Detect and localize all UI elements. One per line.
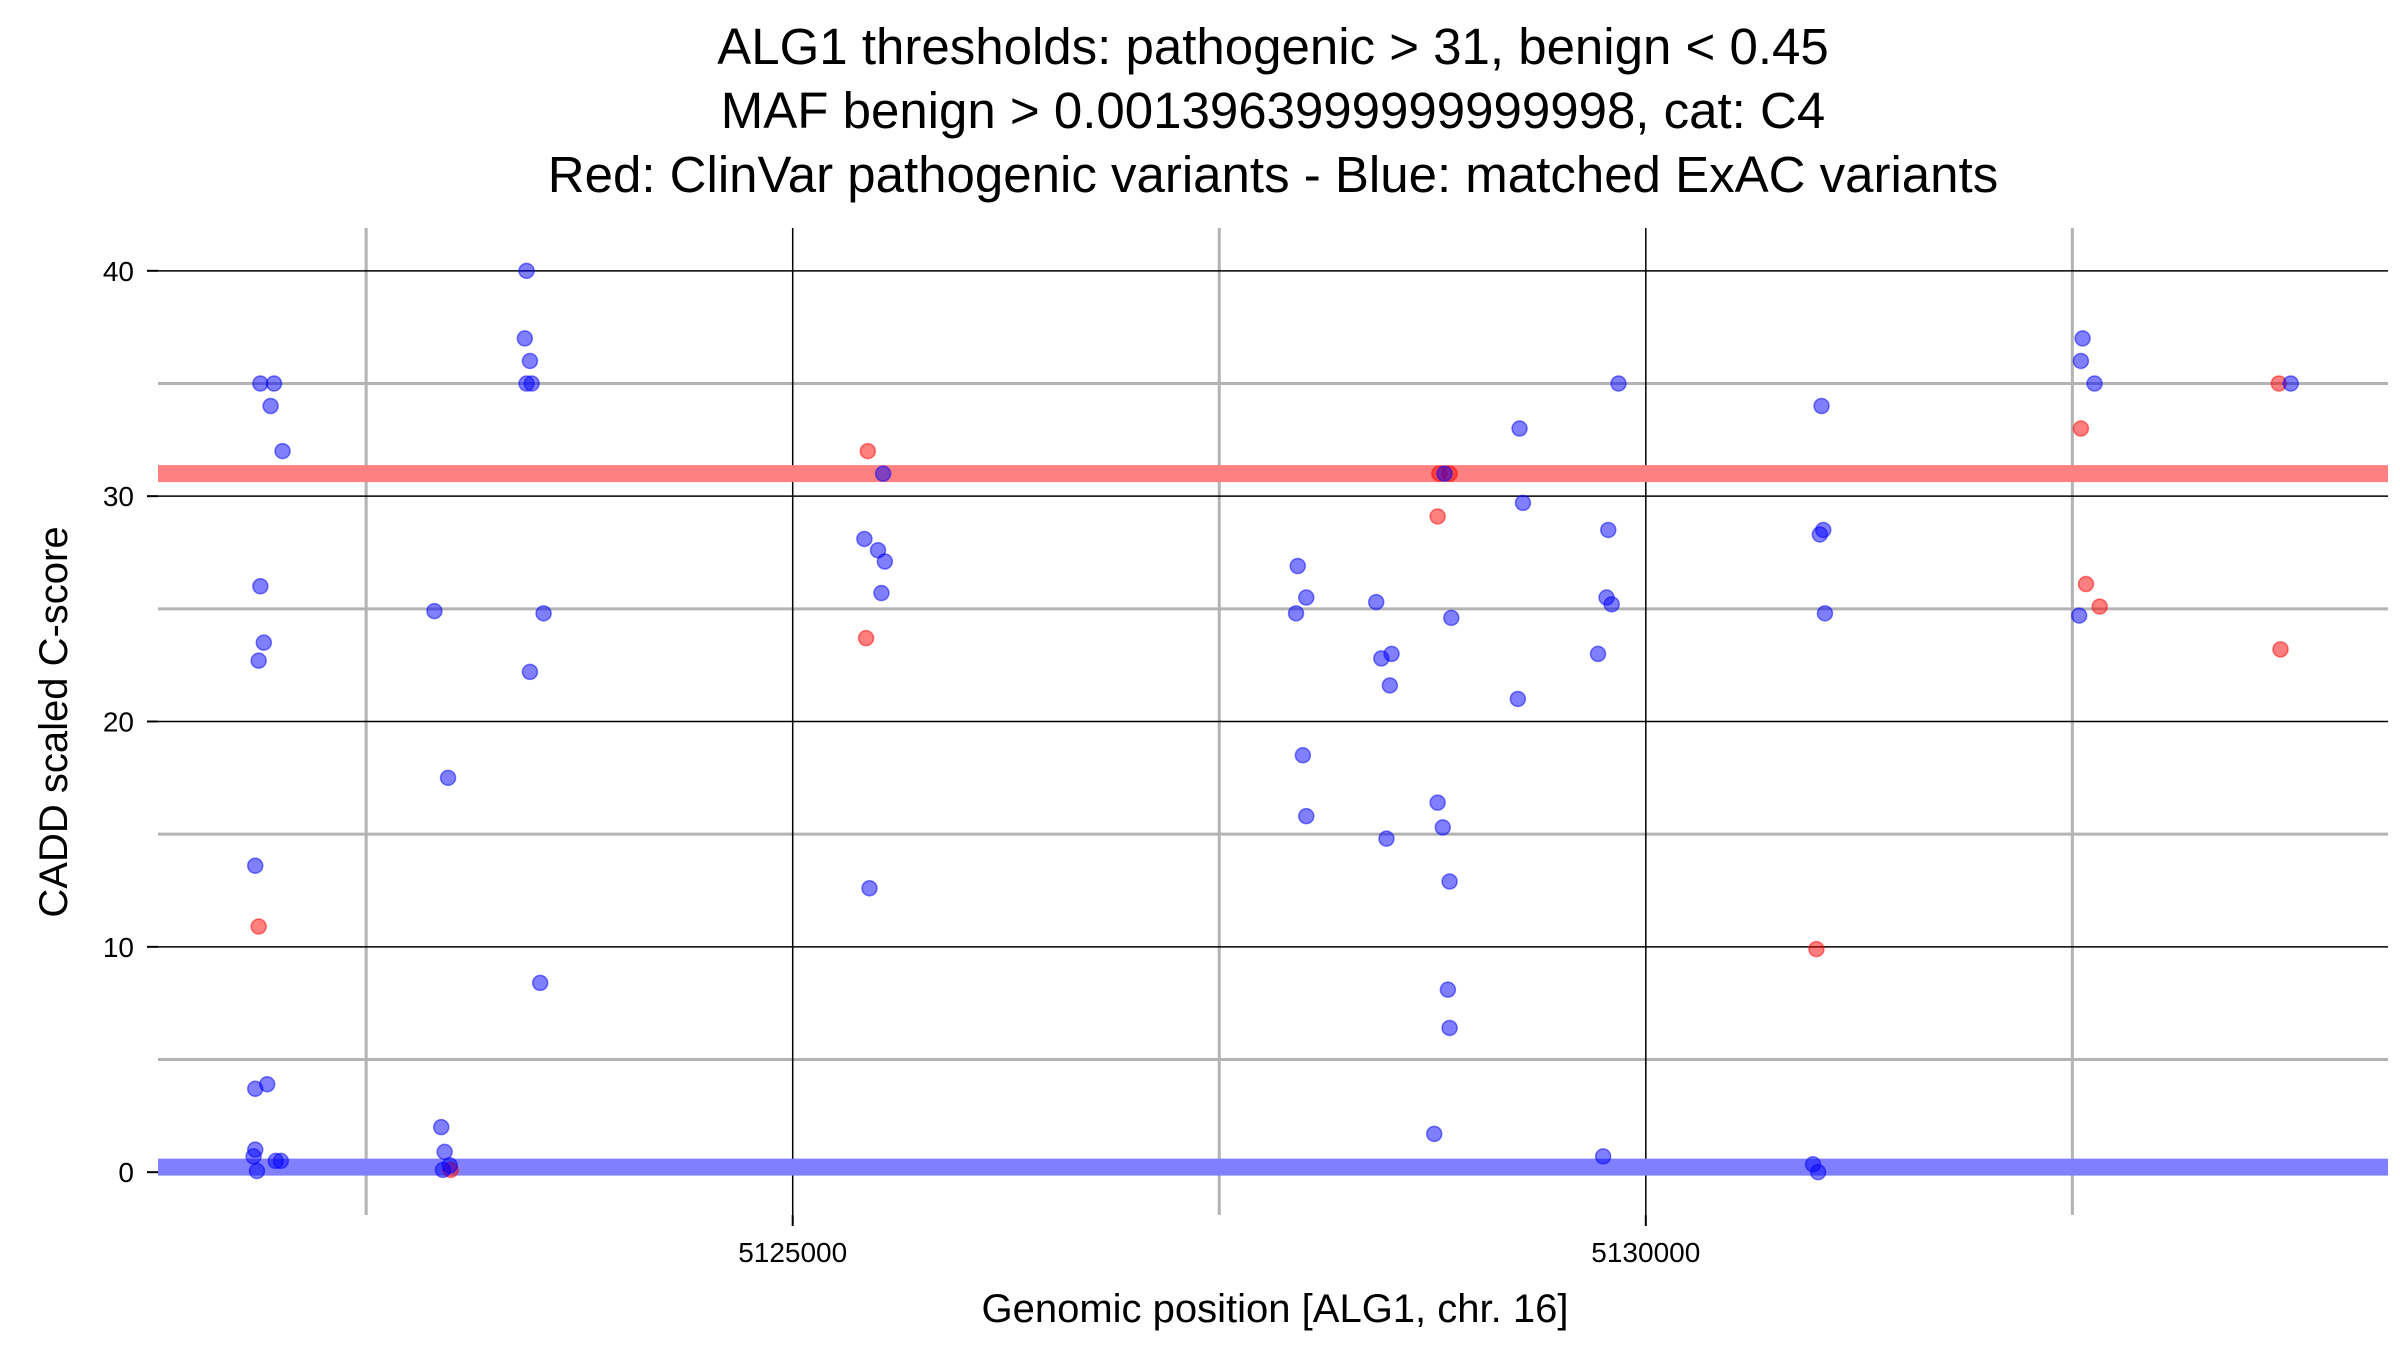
benign-point bbox=[274, 442, 291, 460]
benign-point bbox=[1610, 375, 1627, 392]
benign-point bbox=[265, 375, 283, 392]
chart-title-line-2: MAF benign > 0.0013963999999999998, cat:… bbox=[721, 82, 1825, 139]
benign-point bbox=[1600, 521, 1617, 539]
benign-point bbox=[247, 1080, 264, 1098]
pathogenic-point bbox=[250, 918, 267, 935]
benign-point bbox=[1816, 605, 1834, 622]
chart-title-line-1: ALG1 thresholds: pathogenic > 31, benign… bbox=[717, 18, 1829, 75]
benign-point bbox=[1594, 1148, 1612, 1165]
benign-point bbox=[2072, 352, 2090, 370]
y-axis-label: CADD scaled C-score bbox=[32, 526, 76, 917]
pathogenic-series bbox=[250, 375, 2289, 1179]
benign-point bbox=[1289, 557, 1306, 575]
benign-point bbox=[521, 663, 539, 681]
threshold-bands bbox=[158, 465, 2388, 1176]
y-tick-label: 30 bbox=[103, 481, 134, 512]
benign-point bbox=[436, 1143, 453, 1161]
benign-point bbox=[1381, 677, 1399, 694]
benign-point bbox=[439, 769, 457, 787]
benign-series bbox=[245, 262, 2299, 1181]
benign-point bbox=[1287, 605, 1305, 622]
x-tick-label: 5130000 bbox=[1591, 1237, 1700, 1268]
benign-point bbox=[2074, 330, 2091, 347]
benign-point bbox=[426, 602, 443, 620]
benign-point bbox=[1441, 1019, 1458, 1037]
chart-title-line-3: Red: ClinVar pathogenic variants - Blue:… bbox=[548, 146, 1998, 203]
benign-point bbox=[1436, 465, 1453, 482]
benign-point bbox=[252, 578, 269, 595]
benign-point bbox=[523, 375, 540, 392]
benign-point bbox=[1603, 596, 1620, 613]
benign-point bbox=[1514, 494, 1532, 512]
benign-point bbox=[535, 605, 552, 622]
benign-point bbox=[250, 652, 267, 669]
benign-point bbox=[1383, 645, 1400, 663]
benign-point bbox=[432, 1118, 450, 1136]
data-points bbox=[245, 262, 2299, 1181]
pathogenic-point bbox=[2077, 575, 2095, 593]
benign-point bbox=[874, 465, 892, 482]
pathogenic-point bbox=[1808, 940, 1825, 958]
benign-point bbox=[252, 375, 269, 392]
benign-point bbox=[262, 397, 279, 415]
benign-point bbox=[1434, 819, 1452, 836]
x-tick-label: 5125000 bbox=[738, 1237, 847, 1268]
benign-point bbox=[2282, 375, 2299, 392]
y-tick-label: 40 bbox=[103, 256, 134, 287]
major-gridlines bbox=[158, 228, 2388, 1215]
benign-point bbox=[1589, 645, 1607, 663]
benign-point bbox=[1367, 593, 1385, 611]
y-tick-label: 10 bbox=[103, 932, 134, 963]
pathogenic-point bbox=[859, 442, 877, 460]
benign-point bbox=[255, 634, 273, 651]
benign-point bbox=[245, 1148, 262, 1165]
benign-point bbox=[516, 330, 534, 347]
benign-point bbox=[1294, 747, 1312, 764]
benign-point bbox=[2070, 607, 2088, 624]
benign-point bbox=[521, 352, 539, 370]
benign-point bbox=[1425, 1125, 1443, 1143]
benign-point bbox=[861, 880, 878, 897]
benign-point bbox=[434, 1161, 452, 1179]
benign-point bbox=[247, 857, 264, 874]
benign-point bbox=[1429, 794, 1446, 811]
titles: ALG1 thresholds: pathogenic > 31, benign… bbox=[32, 18, 1998, 1331]
benign-point bbox=[1511, 420, 1528, 437]
pathogenic-point bbox=[2272, 641, 2289, 658]
pathogenic-point bbox=[1429, 508, 1446, 525]
benign-point bbox=[1298, 589, 1315, 606]
benign-point bbox=[856, 530, 873, 548]
pathogenic-point bbox=[2091, 598, 2108, 615]
axes: 0 10 20 30 40 5125000 5130000 bbox=[103, 256, 1700, 1268]
x-axis-label: Genomic position [ALG1, chr. 16] bbox=[982, 1287, 1569, 1331]
benign-point bbox=[1298, 807, 1315, 825]
benign-point bbox=[1439, 981, 1457, 998]
pathogenic-point bbox=[857, 629, 875, 647]
benign-point bbox=[1443, 609, 1460, 627]
benign-point bbox=[248, 1162, 266, 1180]
y-tick-label: 0 bbox=[118, 1157, 134, 1188]
benign-point bbox=[531, 974, 549, 992]
benign-point bbox=[1378, 830, 1395, 847]
benign-point bbox=[518, 262, 535, 280]
benign-point bbox=[1509, 690, 1527, 708]
benign-point bbox=[2086, 375, 2103, 392]
pathogenic-point bbox=[2072, 420, 2090, 437]
benign-point bbox=[1441, 873, 1458, 890]
benign-point bbox=[1809, 1163, 1827, 1181]
benign-point bbox=[272, 1152, 290, 1170]
y-tick-label: 20 bbox=[103, 707, 134, 738]
benign-point bbox=[1814, 521, 1832, 539]
benign-point bbox=[1813, 397, 1830, 415]
benign-point bbox=[873, 584, 890, 602]
benign-point bbox=[876, 553, 894, 570]
